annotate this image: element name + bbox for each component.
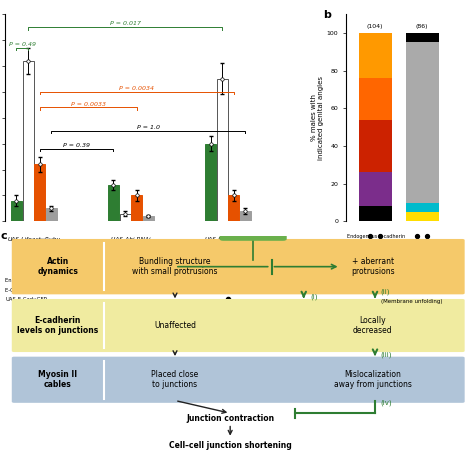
Text: P = 0.0033: P = 0.0033	[71, 102, 106, 106]
Text: Mislocalization
away from junctions: Mislocalization away from junctions	[334, 370, 411, 390]
Bar	[108, 185, 119, 221]
Bar	[46, 208, 57, 221]
Text: UAS-​Pak3 RNAi: UAS-​Pak3 RNAi	[110, 269, 158, 274]
Bar	[119, 214, 131, 221]
Text: b: b	[323, 10, 331, 20]
Bar	[34, 164, 45, 221]
Text: UAS-Lifeact::Ruby
(265): UAS-Lifeact::Ruby (265)	[8, 237, 60, 248]
Y-axis label: % males with
indicated genital angles: % males with indicated genital angles	[310, 76, 324, 160]
Point	[230, 192, 237, 199]
Text: Endogenous E-cadherin: Endogenous E-cadherin	[5, 278, 68, 284]
Bar	[240, 211, 251, 221]
Bar	[228, 195, 239, 221]
Text: Placed close
to junctions: Placed close to junctions	[151, 370, 199, 390]
Text: Actin
dynamics: Actin dynamics	[37, 257, 78, 276]
Text: (i): (i)	[310, 293, 318, 300]
Text: P = 1.0: P = 1.0	[137, 125, 160, 130]
Point	[121, 210, 129, 218]
Bar	[359, 33, 392, 78]
Text: UAS-Abi RNAi
(311): UAS-Abi RNAi (311)	[111, 237, 151, 248]
Text: Endogenous E-cadherin: Endogenous E-cadherin	[347, 234, 405, 239]
Text: P = 0.39: P = 0.39	[63, 143, 90, 148]
Text: E-Cad::GFP (KI): E-Cad::GFP (KI)	[5, 287, 45, 292]
Text: (iii): (iii)	[381, 351, 392, 357]
Bar	[23, 61, 34, 221]
Text: P = 0.0034: P = 0.0034	[119, 86, 154, 91]
Text: UAS-E-Cad::GFP: UAS-E-Cad::GFP	[423, 253, 459, 284]
Text: Unaffected: Unaffected	[154, 321, 196, 330]
Bar	[359, 172, 392, 206]
Point	[242, 207, 249, 215]
Bar	[131, 195, 142, 221]
Text: E-cadherin
levels on junctions: E-cadherin levels on junctions	[17, 316, 99, 335]
FancyBboxPatch shape	[219, 224, 287, 241]
Bar	[217, 79, 228, 221]
FancyBboxPatch shape	[12, 239, 465, 294]
Text: c: c	[0, 231, 7, 241]
Point	[36, 161, 44, 168]
Text: UAS-​Pak3 RNAi: UAS-​Pak3 RNAi	[384, 285, 425, 291]
Bar	[143, 216, 154, 221]
Text: Cell–cell junction shortening: Cell–cell junction shortening	[169, 441, 292, 450]
Point	[145, 212, 152, 220]
Text: (ii): (ii)	[381, 289, 390, 295]
Bar	[359, 78, 392, 120]
Text: (86): (86)	[416, 24, 428, 29]
Text: + aberrant
protrusions: + aberrant protrusions	[351, 257, 394, 276]
Text: UAS-E-Cad::GFP
(271): UAS-E-Cad::GFP (271)	[205, 237, 251, 248]
Text: UAS-Abi RNAi: UAS-Abi RNAi	[376, 253, 407, 280]
Point	[207, 140, 214, 147]
Bar	[359, 206, 392, 221]
Text: Locally
decreased: Locally decreased	[353, 316, 392, 335]
Bar	[11, 201, 22, 221]
Text: Bundling structure
with small protrusions: Bundling structure with small protrusion…	[132, 257, 218, 276]
FancyBboxPatch shape	[12, 357, 465, 403]
Bar	[406, 33, 438, 42]
Text: (iv): (iv)	[381, 399, 392, 406]
Point	[219, 75, 226, 83]
Point	[133, 192, 141, 199]
Bar	[359, 120, 392, 172]
Point	[109, 181, 117, 189]
Bar	[205, 144, 216, 221]
Bar	[406, 203, 438, 212]
Text: UAS-E-Cad::GFP: UAS-E-Cad::GFP	[5, 297, 47, 301]
Text: (104): (104)	[367, 24, 383, 29]
Text: Junction contraction: Junction contraction	[186, 414, 274, 423]
Bar	[406, 42, 438, 203]
Point	[24, 57, 32, 65]
Bar	[406, 212, 438, 221]
Text: UAS-E-Cad::GFP: UAS-E-Cad::GFP	[347, 242, 386, 246]
Text: P = 0.49: P = 0.49	[9, 42, 36, 47]
Text: (Membrane unfolding): (Membrane unfolding)	[381, 299, 442, 304]
Point	[13, 197, 20, 204]
Point	[47, 204, 55, 212]
Text: Myosin II
cables: Myosin II cables	[38, 370, 77, 390]
Text: Pak3: Pak3	[242, 228, 264, 237]
FancyBboxPatch shape	[12, 299, 465, 352]
Text: P = 0.017: P = 0.017	[109, 21, 141, 26]
